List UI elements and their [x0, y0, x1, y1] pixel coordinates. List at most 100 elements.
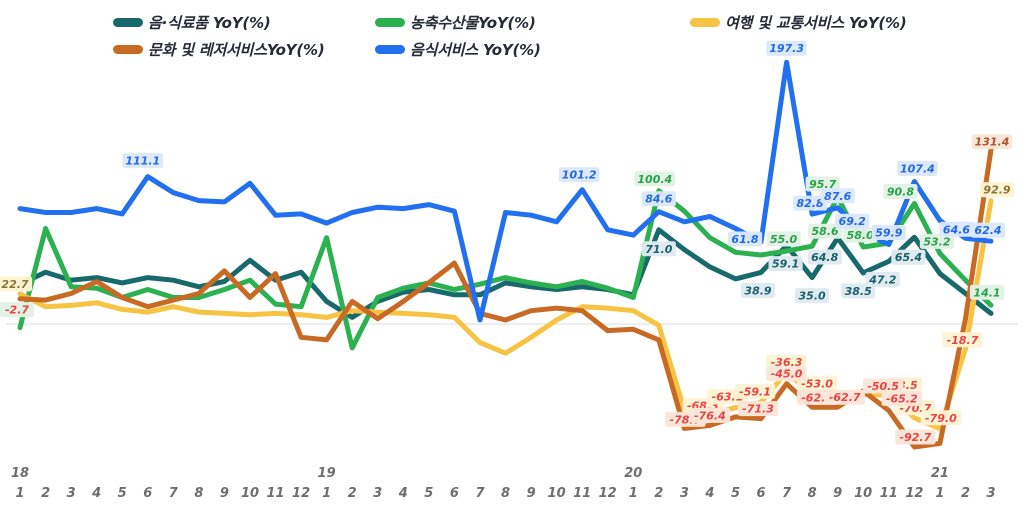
- svg-text:-36.3: -36.3: [771, 356, 803, 369]
- svg-text:-18.7: -18.7: [947, 334, 979, 347]
- x-axis-month-label: 6: [450, 486, 459, 501]
- x-axis-month-label: 1: [15, 486, 24, 501]
- x-axis-month-label: 4: [704, 486, 714, 501]
- x-axis-month-label: 10: [854, 486, 872, 501]
- svg-text:55.0: 55.0: [770, 233, 797, 246]
- x-axis-month-label: 2: [654, 486, 663, 501]
- series-line-culture-leisure-services: [17, 147, 994, 450]
- legend-label: 농축수산물YoY(%): [410, 14, 536, 32]
- svg-text:53.2: 53.2: [923, 235, 950, 248]
- svg-text:-76.4: -76.4: [694, 409, 726, 422]
- svg-text:64.8: 64.8: [811, 251, 838, 264]
- data-label-food-products: 71.0: [641, 241, 676, 257]
- data-label-culture-leisure-services: -71.3: [737, 401, 779, 417]
- data-label-food-products: 47.2: [865, 271, 900, 287]
- svg-text:107.4: 107.4: [900, 163, 935, 176]
- x-axis-month-label: 4: [398, 486, 408, 501]
- svg-text:-71.3: -71.3: [742, 403, 774, 416]
- legend-label: 음식서비스 YoY(%): [410, 41, 541, 59]
- data-label-food-service: 69.2: [835, 213, 870, 229]
- data-label-food-service: 197.3: [766, 40, 807, 56]
- series-line-food-service: [17, 59, 994, 323]
- data-label-agri-livestock-fishery: 95.7: [805, 176, 840, 192]
- x-axis-month-label: 8: [501, 486, 510, 501]
- x-axis-month-label: 3: [373, 486, 382, 501]
- data-label-travel-transport-services: -18.7: [942, 332, 983, 348]
- svg-text:87.6: 87.6: [824, 190, 851, 203]
- x-axis-month-label: 1: [629, 486, 638, 501]
- data-label-food-service: 101.2: [558, 167, 600, 183]
- x-axis-month-label: 6: [756, 486, 765, 501]
- svg-text:100.4: 100.4: [637, 173, 672, 186]
- svg-text:95.7: 95.7: [809, 178, 836, 191]
- data-label-culture-leisure-services: -50.5: [863, 378, 904, 394]
- data-label-culture-leisure-services: -45.0: [766, 366, 807, 382]
- svg-text:-65.2: -65.2: [886, 393, 918, 406]
- svg-text:92.9: 92.9: [983, 184, 1010, 197]
- data-label-food-service: 62.4: [970, 222, 1006, 238]
- data-label-food-service: 111.1: [122, 153, 163, 169]
- legend-item-food-service: 음식서비스 YoY(%): [375, 39, 541, 60]
- svg-text:-62.7: -62.7: [829, 391, 861, 404]
- data-label-agri-livestock-fishery: 90.8: [883, 184, 918, 199]
- x-axis-month-label: 3: [986, 486, 995, 501]
- x-axis-month-label: 7: [169, 486, 179, 501]
- x-axis-month-label: 7: [475, 486, 485, 501]
- data-label-culture-leisure-services: -76.4: [689, 407, 731, 423]
- legend-swatch-icon: [375, 45, 405, 54]
- svg-text:-50.5: -50.5: [867, 380, 899, 393]
- data-label-food-products: 35.0: [795, 288, 830, 304]
- x-axis-month-label: 9: [833, 486, 842, 501]
- x-axis-month-label: 2: [961, 486, 970, 501]
- data-label-travel-transport-services: -53.0: [796, 375, 838, 391]
- svg-text:71.0: 71.0: [645, 243, 672, 256]
- x-axis-month-label: 7: [782, 486, 792, 501]
- svg-text:38.5: 38.5: [845, 285, 872, 298]
- data-label-agri-livestock-fishery: 100.4: [634, 171, 676, 187]
- data-label-travel-transport-services: -36.3: [766, 354, 807, 370]
- legend-swatch-icon: [375, 18, 405, 27]
- data-label-food-products: 65.4: [891, 249, 926, 265]
- x-axis-month-label: 4: [91, 486, 101, 501]
- svg-text:-79.0: -79.0: [925, 412, 957, 425]
- svg-text:197.3: 197.3: [769, 42, 804, 55]
- data-label-culture-leisure-services: -62.7: [824, 389, 865, 405]
- chart-legend: 음·식료품 YoY(%) 농축수산물YoY(%) 여행 및 교통서비스 YoY(%)…: [0, 0, 1024, 62]
- svg-text:131.4: 131.4: [975, 136, 1010, 149]
- data-label-food-products: 64.8: [807, 249, 842, 265]
- x-axis-month-label: 12: [599, 486, 617, 501]
- x-axis-month-label: 11: [880, 486, 898, 501]
- x-axis-month-label: 1: [322, 486, 331, 501]
- svg-text:38.9: 38.9: [744, 284, 771, 297]
- x-axis-month-label: 8: [194, 486, 203, 501]
- svg-text:82.8: 82.8: [797, 197, 824, 210]
- data-label-culture-leisure-services: 131.4: [971, 134, 1013, 150]
- legend-item-food-products: 음·식료품 YoY(%): [113, 12, 271, 33]
- data-label-food-products: 59.1: [768, 256, 803, 272]
- x-axis-month-label: 11: [266, 486, 284, 501]
- svg-text:-2.7: -2.7: [5, 304, 29, 317]
- data-label-food-service: 87.6: [820, 188, 855, 204]
- data-label-travel-transport-services: -59.1: [734, 383, 776, 399]
- data-label-food-service: 82.8: [793, 195, 828, 211]
- svg-text:59.9: 59.9: [875, 227, 902, 240]
- svg-text:62.4: 62.4: [974, 224, 1001, 237]
- svg-text:35.0: 35.0: [799, 290, 826, 303]
- x-axis-year-label: 21: [931, 466, 949, 481]
- data-label-food-service: 107.4: [897, 161, 938, 176]
- svg-text:-53.0: -53.0: [801, 377, 833, 390]
- data-label-travel-transport-services: 92.9: [979, 182, 1015, 198]
- x-axis-month-label: 6: [143, 486, 152, 501]
- x-axis-month-label: 8: [808, 486, 817, 501]
- data-label-culture-leisure-services: -92.7: [895, 429, 936, 445]
- legend-swatch-icon: [113, 18, 143, 27]
- svg-text:47.2: 47.2: [868, 273, 896, 286]
- svg-text:111.1: 111.1: [125, 155, 160, 168]
- data-label-travel-transport-services: -79.0: [920, 410, 962, 426]
- data-label-food-service: 61.8: [727, 231, 763, 247]
- svg-text:61.8: 61.8: [731, 233, 758, 246]
- x-axis-month-label: 2: [348, 486, 357, 501]
- svg-text:58.0: 58.0: [847, 229, 874, 242]
- x-axis-month-label: 3: [680, 486, 689, 501]
